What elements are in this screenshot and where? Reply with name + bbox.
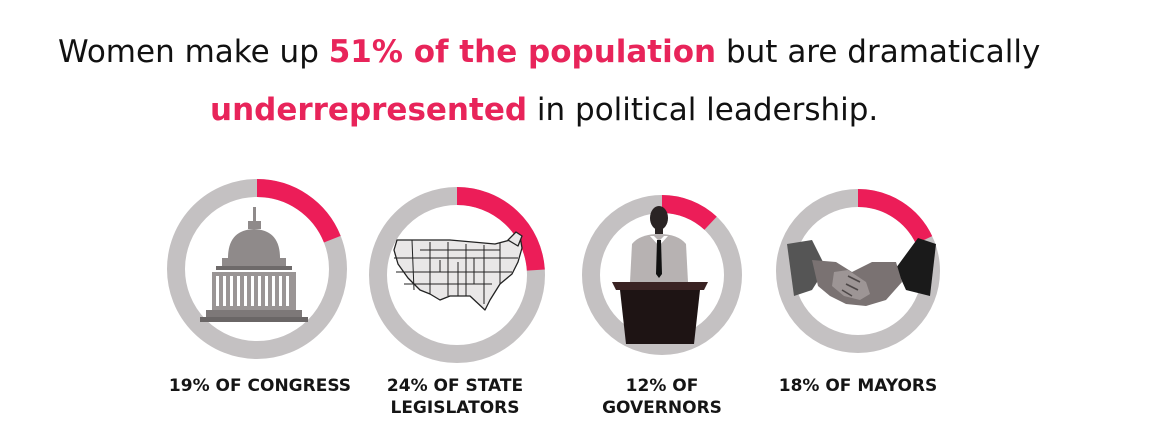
caption-state-legislators-line-2: LEGISLATORS — [390, 398, 520, 418]
ring-value-congress — [256, 179, 341, 243]
headline-text-3: in political leadership. — [527, 92, 879, 128]
caption-governors-line-2: GOVERNORS — [602, 398, 722, 418]
headline-line-2: underrepresented in political leadership… — [210, 90, 878, 130]
headline-highlight-population: 51% of the population — [328, 34, 717, 70]
handshake-icon — [787, 238, 936, 306]
capitol-dome-icon — [200, 207, 308, 322]
headline-text-2: but are dramatically — [716, 34, 1041, 70]
ring-value-state-legislators — [456, 187, 545, 271]
caption-mayors-line-1: 18% OF MAYORS — [778, 376, 938, 396]
caption-state-legislators: 24% OF STATE LEGISLATORS — [355, 375, 555, 419]
us-map-icon — [393, 231, 523, 311]
caption-governors: 12% OF GOVERNORS — [562, 375, 762, 419]
caption-governors-line-1: 12% OF — [625, 376, 699, 396]
headline-text-1: Women make up — [58, 34, 329, 70]
caption-congress-line-1: 19% OF CONGRESS — [168, 376, 352, 396]
podium-speaker-icon — [612, 206, 708, 344]
rings-layer — [167, 179, 940, 363]
headline-line-1: Women make up 51% of the population but … — [58, 32, 1040, 72]
caption-mayors: 18% OF MAYORS — [758, 375, 958, 397]
ring-value-governors — [661, 195, 717, 231]
caption-state-legislators-line-1: 24% OF STATE — [386, 376, 524, 396]
ring-value-mayors — [857, 189, 933, 245]
caption-congress: 19% OF CONGRESS — [160, 375, 360, 397]
headline-highlight-underrepresented: underrepresented — [210, 92, 528, 128]
